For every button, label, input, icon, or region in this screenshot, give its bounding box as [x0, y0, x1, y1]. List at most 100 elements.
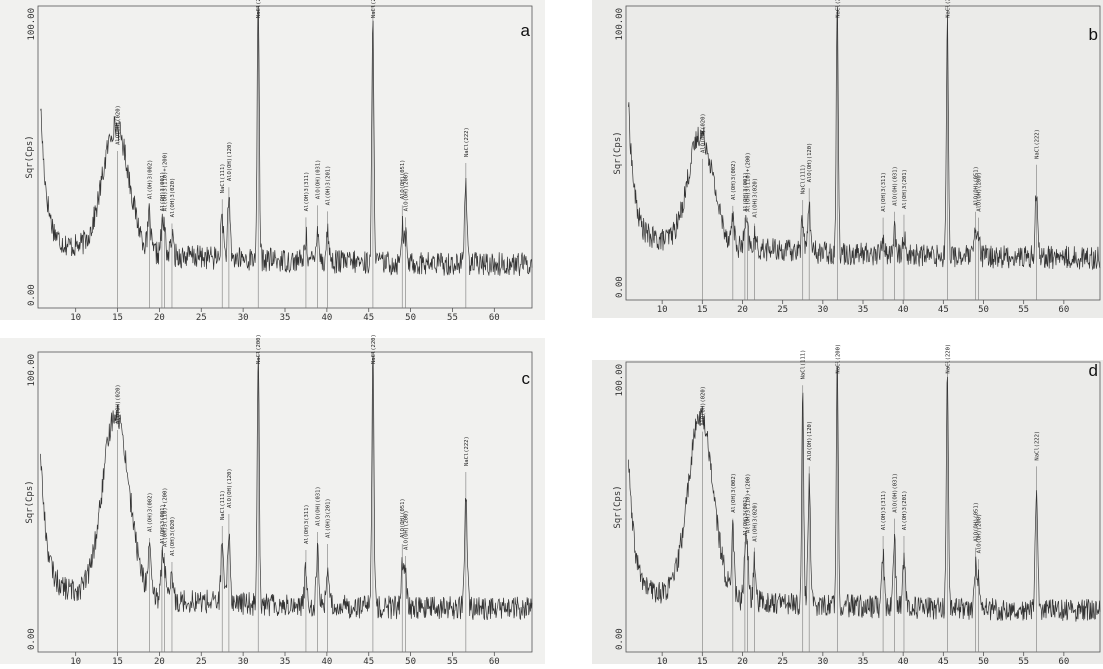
- x-tick-label: 60: [489, 313, 500, 323]
- y-axis-label: Sqr(Cps): [613, 485, 623, 528]
- y-tick-label: 0.00: [615, 276, 625, 298]
- peak-label: NaCl(200): [256, 334, 262, 364]
- peak-label: AlO(OH)(020): [700, 113, 706, 153]
- peak-label: NaCl(111): [220, 490, 226, 520]
- y-axis-label: Sqr(Cps): [25, 135, 35, 178]
- x-tick-label: 25: [777, 657, 788, 664]
- peak-label: Al(OH)3(201): [326, 498, 332, 538]
- peak-label: AlO(OH)(051): [973, 502, 979, 542]
- peak-label: AlO(OH)(031): [892, 473, 898, 513]
- peak-label: Al(OH)3(311): [881, 490, 887, 530]
- peak-label: NaCl(111): [801, 350, 807, 380]
- y-tick-label: 100.00: [615, 8, 625, 41]
- x-tick-label: 35: [858, 305, 869, 315]
- paper-background: [0, 0, 545, 320]
- x-tick-label: 10: [70, 313, 81, 323]
- panel-d: Sqr(Cps) 0.00 100.00 10 15 20 25 30 35 40 45 50 55 60…: [592, 344, 1103, 667]
- peak-label: AlO(OH)(200): [977, 514, 983, 554]
- peak-label: AlO(OH)(051): [400, 498, 406, 538]
- peak-label: NaCl(220): [371, 0, 377, 18]
- x-tick-label: 45: [363, 313, 374, 323]
- peak-label: Al(OH)3(110)+(200): [745, 473, 751, 533]
- x-tick-label: 15: [697, 305, 708, 315]
- x-tick-label: 10: [70, 657, 81, 664]
- x-tick-label: 20: [154, 657, 165, 664]
- peak-label: NaCl(220): [945, 0, 951, 18]
- peak-label: AlO(OH)(120): [807, 421, 813, 461]
- peak-label: AlO(OH)(200): [404, 510, 410, 550]
- x-tick-label: 40: [321, 313, 332, 323]
- peak-label: NaCl(220): [371, 334, 377, 364]
- peak-label: NaCl(111): [220, 163, 226, 193]
- x-tick-label: 25: [196, 313, 207, 323]
- x-tick-label: 35: [280, 313, 291, 323]
- panel-a: Sqr(Cps) 0.00 100.00 10 15 20 25 30 35 40 45 50 55 60…: [0, 0, 545, 323]
- peak-label: Al(OH)3(020): [753, 178, 759, 218]
- y-tick-label: 0.00: [615, 628, 625, 650]
- peak-label: Al(OH)3(110)+(200): [162, 487, 168, 547]
- peak-label: Al(OH)3(020): [170, 178, 176, 218]
- peak-label: AlO(OH)(020): [700, 386, 706, 426]
- x-tick-label: 30: [817, 305, 828, 315]
- peak-label: NaCl(200): [835, 344, 841, 374]
- peak-label: Al(OH)3(002): [147, 160, 153, 200]
- x-tick-label: 50: [405, 313, 416, 323]
- x-tick-label: 15: [112, 313, 123, 323]
- x-tick-label: 35: [280, 657, 291, 664]
- paper-background: [0, 338, 545, 664]
- peak-label: Al(OH)3(201): [902, 169, 908, 209]
- peak-label: AlO(OH)(020): [116, 384, 122, 424]
- x-tick-label: 30: [238, 657, 249, 664]
- x-tick-label: 10: [657, 657, 668, 664]
- peak-label: Al(OH)3(002): [731, 473, 737, 513]
- peak-label: Al(OH)3(002): [731, 160, 737, 200]
- peak-label: AlO(OH)(120): [807, 143, 813, 183]
- x-tick-label: 40: [321, 657, 332, 664]
- peak-label: AlO(OH)(031): [892, 166, 898, 206]
- peak-label: Al(OH)3(311): [304, 172, 310, 212]
- peak-label: NaCl(200): [256, 0, 262, 18]
- x-tick-label: 50: [978, 657, 989, 664]
- x-tick-label: 45: [363, 657, 374, 664]
- peak-label: NaCl(222): [464, 436, 470, 466]
- x-tick-label: 15: [697, 657, 708, 664]
- diffraction-trace: [40, 5, 533, 277]
- peak-label: NaCl(200): [835, 0, 841, 18]
- peak-label: Al(OH)3(201): [326, 166, 332, 206]
- x-tick-label: 55: [1018, 305, 1029, 315]
- x-tick-label: 25: [196, 657, 207, 664]
- x-tick-label: 45: [938, 305, 949, 315]
- x-tick-label: 35: [858, 657, 869, 664]
- y-tick-label: 100.00: [27, 354, 37, 387]
- x-tick-label: 55: [1018, 657, 1029, 664]
- peak-label: Al(OH)3(311): [304, 504, 310, 544]
- y-axis-label: Sqr(Cps): [613, 131, 623, 174]
- y-tick-label: 100.00: [27, 8, 37, 41]
- x-tick-label: 50: [978, 305, 989, 315]
- panel-letter: b: [1089, 25, 1098, 44]
- panel-letter: d: [1089, 361, 1098, 380]
- peak-label: NaCl(222): [1035, 129, 1041, 159]
- y-tick-label: 0.00: [27, 284, 37, 306]
- peak-label: Al(OH)3(002): [147, 492, 153, 532]
- peak-label: Al(OH)3(110)+(200): [745, 152, 751, 212]
- x-tick-label: 50: [405, 657, 416, 664]
- peak-label: Al(OH)3(001): [160, 172, 166, 212]
- x-tick-label: 45: [938, 657, 949, 664]
- x-tick-label: 30: [238, 313, 249, 323]
- x-tick-label: 30: [817, 657, 828, 664]
- panel-c: Sqr(Cps) 0.00 100.00 10 15 20 25 30 35 40 45 50 55 60…: [0, 334, 545, 667]
- peak-label: NaCl(222): [1035, 431, 1041, 461]
- x-tick-label: 20: [737, 657, 748, 664]
- peak-label: Al(OH)3(201): [902, 490, 908, 530]
- x-tick-label: 55: [447, 313, 458, 323]
- x-tick-label: 60: [489, 657, 500, 664]
- peak-label: AlO(OH)(051): [973, 166, 979, 206]
- panel-letter: c: [522, 369, 531, 388]
- peak-label: Al(OH)3(020): [170, 516, 176, 556]
- peak-label: Al(OH)3(110)+(200): [162, 152, 168, 212]
- peak-label: AlO(OH)(120): [227, 141, 233, 181]
- diffraction-trace: [628, 7, 1101, 271]
- peak-label: NaCl(111): [801, 164, 807, 194]
